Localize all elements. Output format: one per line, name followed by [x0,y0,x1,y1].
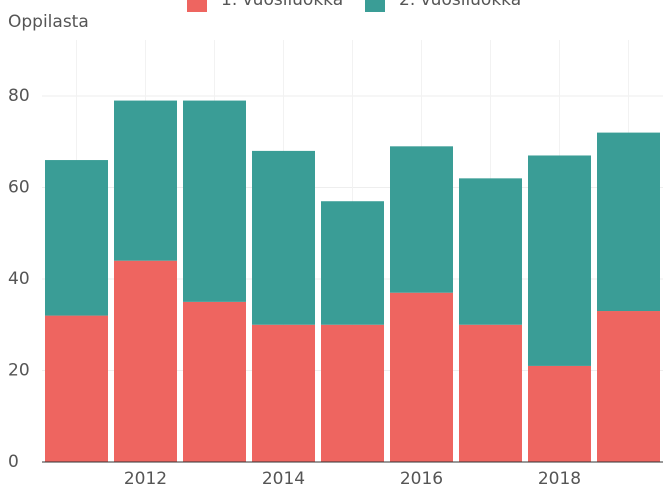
x-tick-label: 2012 [124,469,167,489]
y-tick-label: 20 [8,361,30,381]
bar-segment [459,178,522,325]
bar-segment [528,155,591,366]
bar-segment [252,150,315,325]
bar-segment [459,324,522,462]
bar-segment [45,315,108,462]
bar-segment [183,100,246,302]
x-tick-label: 2016 [400,469,443,489]
bar-segment [390,292,453,462]
bar-segment [45,160,108,316]
bar-segment [252,324,315,462]
bar-segment [390,146,453,293]
bar-segment [528,365,591,462]
y-tick-label: 80 [8,86,30,106]
y-tick-label: 40 [8,269,30,289]
bar-segment [321,201,384,325]
bar-segment [114,100,177,261]
legend-swatch [187,0,207,12]
y-tick-label: 0 [8,452,19,472]
legend-label: 1. vuosiluokka [221,0,343,10]
x-tick-label: 2014 [262,469,305,489]
bar-segment [114,260,177,462]
bar-segment [321,324,384,462]
legend-swatch [365,0,385,12]
y-axis-label: Oppilasta [8,12,89,32]
x-tick-label: 2018 [538,469,581,489]
y-tick-label: 60 [8,178,30,198]
bar-segment [597,132,660,312]
legend-label: 2. vuosiluokka [399,0,521,10]
bar-segment [597,311,660,462]
bar-segment [183,301,246,462]
